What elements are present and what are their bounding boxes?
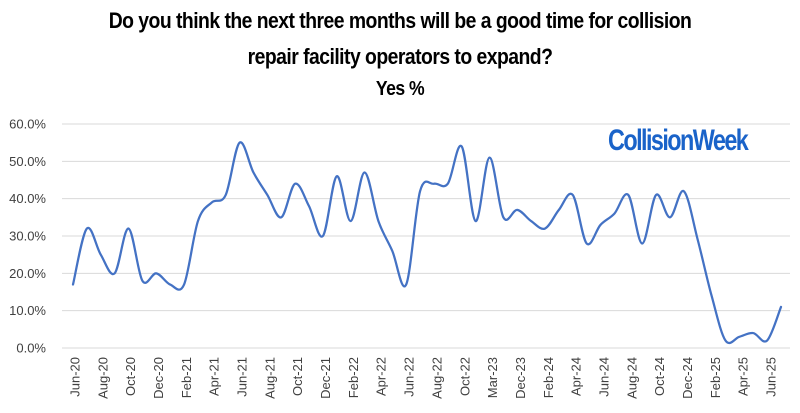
x-tick-label: Apr-22 [374, 357, 389, 396]
x-tick-label: Aug-22 [429, 357, 444, 399]
y-tick-label: 30.0% [9, 229, 46, 244]
x-tick-label: Feb-22 [346, 357, 361, 398]
x-tick-label: Dec-20 [151, 357, 166, 399]
brand-logo: CollisionWeek [608, 124, 749, 157]
series-line [71, 141, 783, 345]
x-tick-label: Feb-24 [541, 357, 556, 398]
y-tick-label: 40.0% [9, 191, 46, 206]
x-tick-label: Dec-24 [680, 357, 695, 399]
chart-subtitle: Yes % [375, 78, 425, 100]
y-tick-label: 10.0% [9, 303, 46, 318]
x-tick-label: Apr-24 [569, 357, 584, 396]
chart-title-line-2: repair facility operators to expand? [247, 44, 553, 69]
y-tick-label: 0.0% [16, 341, 46, 356]
x-tick-label: Aug-21 [262, 357, 277, 399]
x-tick-label: Apr-21 [207, 357, 222, 396]
x-tick-label: Feb-21 [179, 357, 194, 398]
x-tick-label: Oct-21 [290, 357, 305, 396]
y-tick-label: 20.0% [9, 266, 46, 281]
chart-title-line-1: Do you think the next three months will … [108, 8, 692, 33]
x-tick-label: Aug-24 [624, 357, 639, 399]
x-tick-label: Jun-24 [596, 357, 611, 397]
x-tick-label: Jun-20 [68, 357, 83, 397]
x-tick-label: Apr-25 [736, 357, 751, 396]
x-tick-label: Oct-20 [123, 357, 138, 396]
y-tick-label: 50.0% [9, 154, 46, 169]
x-tick-label: Dec-21 [318, 357, 333, 399]
x-tick-label: Dec-23 [513, 357, 528, 399]
x-tick-label: Aug-20 [95, 357, 110, 399]
x-tick-label: Oct-24 [652, 357, 667, 396]
x-tick-label: Jun-22 [402, 357, 417, 397]
x-tick-label: Oct-22 [457, 357, 472, 396]
x-tick-label: Jun-21 [235, 357, 250, 397]
x-tick-label: Feb-25 [708, 357, 723, 398]
y-tick-label: 60.0% [9, 117, 46, 132]
x-tick-label: Jun-25 [764, 357, 779, 397]
x-tick-label: Mar-23 [485, 357, 500, 398]
